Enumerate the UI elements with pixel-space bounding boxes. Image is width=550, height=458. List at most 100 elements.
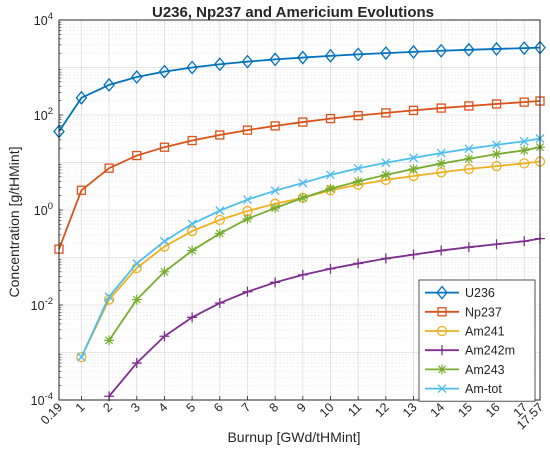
series-line-u236 xyxy=(58,46,541,132)
y-tick-label: 100 xyxy=(34,201,53,218)
data-point-u236 xyxy=(269,52,281,67)
data-point-am241 xyxy=(76,351,87,363)
data-point-am-tot xyxy=(464,144,474,154)
data-point-am243 xyxy=(436,158,447,169)
data-point-am243 xyxy=(463,153,474,164)
data-point-u236 xyxy=(380,46,392,61)
data-point-am242m xyxy=(491,239,502,250)
data-point-am243 xyxy=(519,145,530,156)
legend-label-am-tot: Am-tot xyxy=(465,382,502,396)
data-point-am242m xyxy=(187,312,198,323)
data-point-u236 xyxy=(186,60,198,75)
data-point-am241 xyxy=(491,160,502,172)
y-axis-label: Concentration [g/tHMint] xyxy=(6,147,22,298)
data-point-u236 xyxy=(103,77,115,92)
data-point-am243 xyxy=(242,213,253,224)
data-point-am242m xyxy=(353,258,364,269)
y-tick-label: 102 xyxy=(34,106,53,123)
data-point-am-tot xyxy=(353,163,363,173)
data-point-am243 xyxy=(270,203,281,214)
data-point-am-tot xyxy=(215,206,225,216)
legend-marker-np237 xyxy=(437,307,447,317)
legend-label-np237: Np237 xyxy=(465,305,502,319)
data-point-am242m xyxy=(159,331,170,342)
legend-marker-am242m xyxy=(437,345,447,356)
data-point-am-tot xyxy=(519,136,529,146)
data-point-am-tot xyxy=(381,158,391,168)
data-point-np237 xyxy=(132,150,142,161)
data-point-u236 xyxy=(158,64,171,79)
data-point-np237 xyxy=(464,101,474,111)
data-point-am-tot xyxy=(132,258,142,268)
data-point-np237 xyxy=(187,135,197,146)
series-am243 xyxy=(104,142,545,346)
data-point-am242m xyxy=(380,253,391,264)
data-point-np237 xyxy=(104,163,114,173)
data-point-u236 xyxy=(296,50,309,65)
data-point-u236 xyxy=(213,57,226,72)
data-point-u236 xyxy=(463,42,475,57)
series-am242m xyxy=(104,233,545,402)
data-point-np237 xyxy=(436,103,446,113)
data-point-np237 xyxy=(215,130,225,140)
legend-label-u236: U236 xyxy=(465,286,495,300)
y-tick-label: 104 xyxy=(34,11,53,28)
data-point-am241 xyxy=(519,158,530,169)
data-point-am-tot xyxy=(409,153,418,163)
data-point-u236 xyxy=(241,54,254,69)
data-point-am241 xyxy=(463,163,475,175)
data-point-np237 xyxy=(491,99,502,109)
data-point-u236 xyxy=(130,70,143,85)
data-point-am241 xyxy=(214,214,225,226)
chart-title: U236, Np237 and Americium Evolutions xyxy=(152,4,434,21)
data-point-am243 xyxy=(491,149,502,160)
series-line-am-tot xyxy=(80,137,541,358)
legend-label-am243: Am243 xyxy=(465,363,505,377)
data-point-am243 xyxy=(131,294,142,305)
data-point-am-tot xyxy=(104,292,114,302)
data-point-am-tot xyxy=(76,352,86,362)
data-point-u236 xyxy=(407,44,420,59)
data-point-am243 xyxy=(353,176,364,187)
data-point-am242m xyxy=(408,249,419,260)
data-point-am242m xyxy=(131,358,142,369)
data-point-am243 xyxy=(159,266,170,277)
data-point-am-tot xyxy=(187,219,197,229)
data-point-am241 xyxy=(103,294,115,305)
data-point-am242m xyxy=(519,236,530,247)
data-point-np237 xyxy=(353,110,363,121)
legend-marker-u236 xyxy=(436,285,448,300)
data-point-np237 xyxy=(242,125,253,135)
data-point-u236 xyxy=(324,48,337,63)
data-point-u236 xyxy=(518,41,531,56)
data-point-u236 xyxy=(352,47,365,62)
y-tick-label: 10-4 xyxy=(31,391,53,408)
data-point-np237 xyxy=(408,105,419,116)
legend-box xyxy=(418,279,536,402)
data-point-am-tot xyxy=(492,140,502,150)
data-point-u236 xyxy=(490,41,503,56)
data-point-am-tot xyxy=(436,148,446,158)
data-point-am-tot xyxy=(270,186,280,196)
data-point-am-tot xyxy=(159,236,169,246)
data-point-am242m xyxy=(463,242,474,253)
plot-series xyxy=(53,40,546,402)
series-line-np237 xyxy=(58,100,541,250)
data-point-am243 xyxy=(408,163,419,174)
data-point-am243 xyxy=(104,335,115,346)
data-point-am243 xyxy=(380,169,391,180)
data-point-am-tot xyxy=(243,195,252,205)
legend-marker-am-tot xyxy=(437,384,447,394)
data-point-am-tot xyxy=(298,178,308,188)
data-point-np237 xyxy=(519,97,529,107)
data-point-u236 xyxy=(75,90,88,105)
legend-marker-am241 xyxy=(436,325,448,337)
data-point-np237 xyxy=(159,142,170,152)
data-point-np237 xyxy=(298,117,308,127)
data-point-am242m xyxy=(436,245,447,256)
data-point-am-tot xyxy=(326,170,335,180)
data-point-am243 xyxy=(325,183,336,194)
data-point-am243 xyxy=(187,245,198,256)
